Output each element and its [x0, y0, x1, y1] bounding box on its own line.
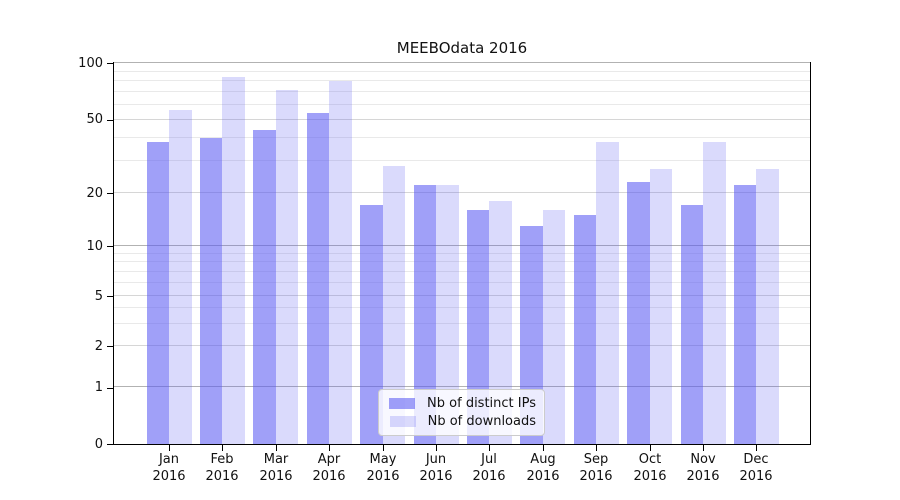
y-tick-2: [107, 346, 113, 347]
bar-distinct-ips-oct: [627, 182, 650, 444]
x-tick-label-jul: Jul 2016: [472, 452, 506, 484]
y-tick-1: [107, 388, 113, 389]
grid-line-minor-y-70: [114, 91, 810, 92]
y-tick-label-20: 20: [86, 186, 103, 201]
bar-downloads-feb: [222, 77, 245, 444]
legend-swatch-distinct-ips: [389, 398, 416, 409]
y-tick-label-50: 50: [86, 112, 103, 127]
x-tick-label-may: May 2016: [366, 452, 400, 484]
grid-line-y-1: [114, 386, 810, 387]
grid-line-minor-y-90: [114, 71, 810, 72]
y-tick-5: [107, 296, 113, 297]
x-tick-dec: [756, 445, 757, 451]
bar-distinct-ips-may: [360, 205, 383, 444]
x-tick-label-jun: Jun 2016: [419, 452, 453, 484]
bar-downloads-sep: [596, 142, 619, 444]
bar-distinct-ips-apr: [306, 113, 330, 444]
chart-title: MEEBOdata 2016: [396, 39, 528, 57]
y-tick-label-100: 100: [78, 56, 103, 71]
bar-distinct-ips-mar: [253, 130, 276, 444]
y-tick-100: [107, 63, 113, 64]
bar-distinct-ips-nov: [680, 205, 703, 444]
x-tick-label-oct: Oct 2016: [633, 452, 667, 484]
bar-distinct-ips-jan: [146, 142, 169, 444]
grid-line-minor-y-7: [114, 271, 810, 272]
y-tick-label-2: 2: [94, 339, 103, 354]
y-tick-label-10: 10: [86, 239, 103, 254]
grid-line-minor-y-8: [114, 261, 810, 262]
grid-line-minor-y-30: [114, 160, 810, 161]
bar-distinct-ips-sep: [573, 215, 597, 444]
x-tick-label-feb: Feb 2016: [205, 452, 239, 484]
bar-distinct-ips-jul: [466, 210, 490, 444]
legend-item-distinct-ips: Nb of distinct IPs: [386, 396, 536, 411]
grid-line-minor-y-6: [114, 282, 810, 283]
legend-item-downloads: Nb of downloads: [386, 414, 536, 429]
x-tick-aug: [543, 445, 544, 451]
grid-line-minor-y-40: [114, 137, 810, 138]
x-tick-label-aug: Aug 2016: [526, 452, 560, 484]
bar-downloads-jul: [489, 201, 512, 444]
y-tick-label-5: 5: [94, 289, 103, 304]
y-tick-label-0: 0: [94, 437, 103, 452]
grid-line-minor-y-60: [114, 104, 810, 105]
grid-line-minor-y-4: [114, 307, 810, 308]
x-tick-apr: [329, 445, 330, 451]
legend-swatch-downloads: [389, 416, 416, 427]
grid-line-y-100: [114, 62, 810, 63]
bar-downloads-dec: [756, 169, 779, 444]
grid-line-y-20: [114, 192, 810, 193]
x-tick-label-dec: Dec 2016: [739, 452, 773, 484]
grid-line-minor-y-3: [114, 323, 810, 324]
legend: Nb of distinct IPs Nb of downloads: [378, 389, 545, 436]
y-tick-0: [107, 444, 113, 445]
bar-downloads-mar: [275, 90, 299, 444]
x-tick-jan: [169, 445, 170, 451]
y-tick-10: [107, 246, 113, 247]
grid-line-y-10: [114, 245, 810, 246]
legend-label-distinct-ips: Nb of distinct IPs: [427, 396, 536, 411]
x-tick-jun: [436, 445, 437, 451]
bar-downloads-may: [382, 166, 406, 444]
y-tick-label-1: 1: [94, 380, 103, 395]
grid-line-y-5: [114, 295, 810, 296]
plot-area: Nb of distinct IPs Nb of downloads: [113, 62, 811, 445]
x-tick-label-sep: Sep 2016: [579, 452, 613, 484]
x-tick-label-nov: Nov 2016: [686, 452, 720, 484]
x-tick-sep: [596, 445, 597, 451]
x-tick-nov: [703, 445, 704, 451]
x-tick-label-apr: Apr 2016: [312, 452, 346, 484]
bar-downloads-nov: [703, 142, 726, 444]
bar-distinct-ips-jun: [413, 185, 436, 444]
grid-line-minor-y-80: [114, 80, 810, 81]
x-tick-label-jan: Jan 2016: [152, 452, 186, 484]
x-tick-label-mar: Mar 2016: [259, 452, 293, 484]
bar-downloads-jan: [169, 110, 192, 444]
x-tick-jul: [489, 445, 490, 451]
x-tick-oct: [650, 445, 651, 451]
grid-line-y-50: [114, 119, 810, 120]
bar-downloads-aug: [542, 210, 566, 444]
bar-distinct-ips-dec: [733, 185, 757, 444]
bar-downloads-jun: [436, 185, 459, 444]
bar-downloads-apr: [329, 81, 352, 444]
x-tick-feb: [222, 445, 223, 451]
x-tick-may: [383, 445, 384, 451]
legend-label-downloads: Nb of downloads: [427, 414, 536, 429]
y-tick-20: [107, 193, 113, 194]
grid-line-minor-y-9: [114, 253, 810, 254]
bar-downloads-oct: [649, 169, 673, 444]
y-tick-50: [107, 120, 113, 121]
bar-distinct-ips-feb: [199, 138, 223, 444]
x-tick-mar: [276, 445, 277, 451]
grid-line-y-2: [114, 345, 810, 346]
